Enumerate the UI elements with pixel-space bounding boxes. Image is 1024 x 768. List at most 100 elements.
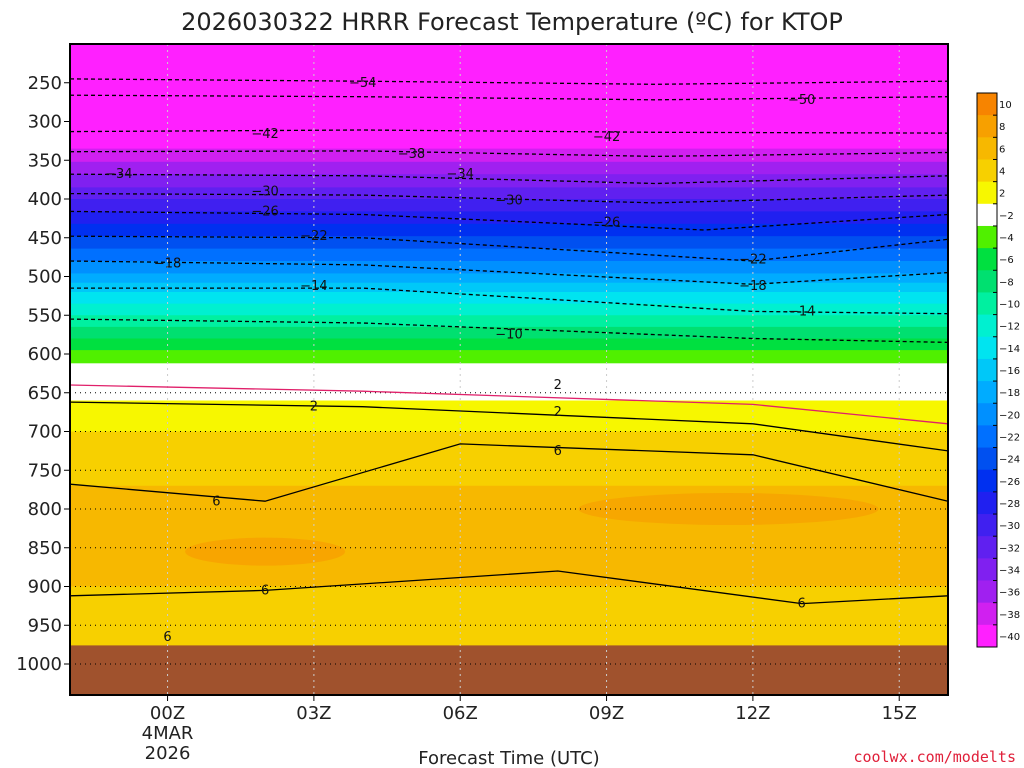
- temperature-band: [70, 315, 948, 328]
- colorbar-swatch: [977, 336, 997, 360]
- contour-label: −10: [495, 328, 522, 343]
- contour-label: −14: [788, 304, 815, 319]
- colorbar-label: 2: [999, 189, 1005, 200]
- colorbar-label: −22: [999, 432, 1020, 443]
- contour-label: −26: [251, 204, 278, 219]
- contour-line: [69, 129, 949, 134]
- x-tick-label: 09Z: [589, 703, 624, 724]
- temperature-band: [70, 400, 948, 432]
- colorbar-label: 10: [999, 100, 1012, 111]
- temperature-band: [70, 261, 948, 274]
- colorbar-label: 6: [999, 144, 1005, 155]
- plot-area: −54 −50 −42 −42 −38 −34 −34 −30 −30 −26 −26 −22 −22 −…: [69, 43, 949, 696]
- colorbar-label: −30: [999, 521, 1020, 532]
- plot-frame: [69, 43, 949, 696]
- colorbar-label: 4: [999, 167, 1005, 178]
- contour-label: −14: [300, 279, 327, 294]
- colorbar-swatch: [977, 225, 997, 249]
- x-tick-label: 03Z: [296, 703, 331, 724]
- temperature-band: [70, 338, 948, 351]
- contour-line: [69, 401, 949, 452]
- y-tick-label: 400: [28, 189, 62, 210]
- contour-label: −26: [593, 215, 620, 230]
- colorbar-swatch: [977, 602, 997, 626]
- y-tick-label: 600: [28, 344, 62, 365]
- contour-label: −42: [251, 127, 278, 142]
- colorbar-label: −12: [999, 322, 1020, 333]
- colorbar-swatch: [977, 115, 997, 138]
- temperature-band: [70, 187, 948, 200]
- colorbar-swatch: [977, 93, 997, 116]
- contour-label: −50: [788, 93, 815, 108]
- contour-line: [69, 94, 949, 101]
- contour-label: 6: [798, 597, 806, 612]
- x-tick-label: 15Z: [882, 703, 917, 724]
- temperature-band: [70, 248, 948, 262]
- contour-line: [69, 210, 949, 231]
- colorbar-label: 8: [999, 122, 1005, 133]
- contour-lines: [69, 78, 949, 605]
- contour-label: −18: [154, 256, 181, 271]
- temperature-band: [70, 199, 948, 212]
- contour-label: −38: [398, 147, 425, 162]
- contour-labels: −54 −50 −42 −42 −38 −34 −34 −30 −30 −26 −26 −22 −22 −…: [105, 76, 815, 645]
- contour-label: 2: [554, 405, 562, 420]
- y-tick-label: 950: [28, 615, 62, 636]
- contour-label: −18: [739, 279, 766, 294]
- colorbar-label: −18: [999, 388, 1020, 399]
- x-tick-label: 00Z: [150, 703, 185, 724]
- contour-line: [69, 384, 949, 425]
- contour-label: −22: [300, 229, 327, 244]
- colorbar-label: −16: [999, 366, 1020, 377]
- colorbar-swatch: [977, 580, 997, 604]
- colorbar-label: −6: [999, 255, 1014, 266]
- temperature-band: [70, 363, 948, 401]
- contour-label: 6: [261, 583, 269, 598]
- credit-link[interactable]: coolwx.com/modelts: [853, 748, 1016, 766]
- contour-label: 6: [554, 444, 562, 459]
- colorbar-label: −8: [999, 277, 1014, 288]
- x-tick-label: 06Z: [443, 703, 478, 724]
- chart-title: 2026030322 HRRR Forecast Temperature (ºC…: [181, 8, 843, 36]
- colorbar-label: −14: [999, 344, 1020, 355]
- temperature-band: [70, 44, 948, 150]
- contour-line: [69, 150, 949, 158]
- temperature-band: [70, 174, 948, 188]
- colorbar: 10 8 6 4 2 −2 −4 −6 −8 −10 −12 −14 −16 −18 −20 −22 −24 −2…: [976, 92, 1020, 648]
- ground-layer: [70, 645, 948, 695]
- temperature-band: [70, 586, 948, 646]
- temperature-band: [70, 431, 948, 487]
- colorbar-label: −10: [999, 300, 1020, 311]
- colorbar-swatch: [977, 181, 997, 205]
- colorbar-swatch: [977, 624, 997, 648]
- y-tick-label: 1000: [16, 654, 62, 675]
- warm-pocket: [578, 493, 879, 525]
- colorbar-swatch: [977, 447, 997, 471]
- y-tick-label: 850: [28, 538, 62, 559]
- temperature-band: [70, 273, 948, 284]
- colorbar-label: −4: [999, 233, 1014, 244]
- temperature-band: [70, 223, 948, 237]
- colorbar-swatch: [977, 203, 997, 227]
- colorbar-swatch: [977, 270, 997, 293]
- y-tick-label: 800: [28, 499, 62, 520]
- warm-pocket: [185, 537, 346, 566]
- x-date-label: 2026: [145, 743, 191, 764]
- contour-label: −22: [739, 252, 766, 267]
- y-tick-label: 350: [28, 150, 62, 171]
- colorbar-swatch: [977, 491, 997, 515]
- colorbar-label: −2: [999, 211, 1014, 222]
- y-tick-label: 750: [28, 460, 62, 481]
- contour-label: 6: [212, 494, 220, 509]
- temperature-bands: [70, 44, 948, 646]
- colorbar-label: −38: [999, 610, 1020, 621]
- contour-label: −34: [447, 167, 474, 182]
- temperature-band: [70, 350, 948, 364]
- colorbar-label: −28: [999, 499, 1020, 510]
- contour-label: −30: [251, 184, 278, 199]
- x-axis-label: Forecast Time (UTC): [418, 748, 599, 768]
- contour-line: [69, 570, 949, 605]
- contour-line: [69, 443, 949, 502]
- contour-line: [69, 78, 949, 85]
